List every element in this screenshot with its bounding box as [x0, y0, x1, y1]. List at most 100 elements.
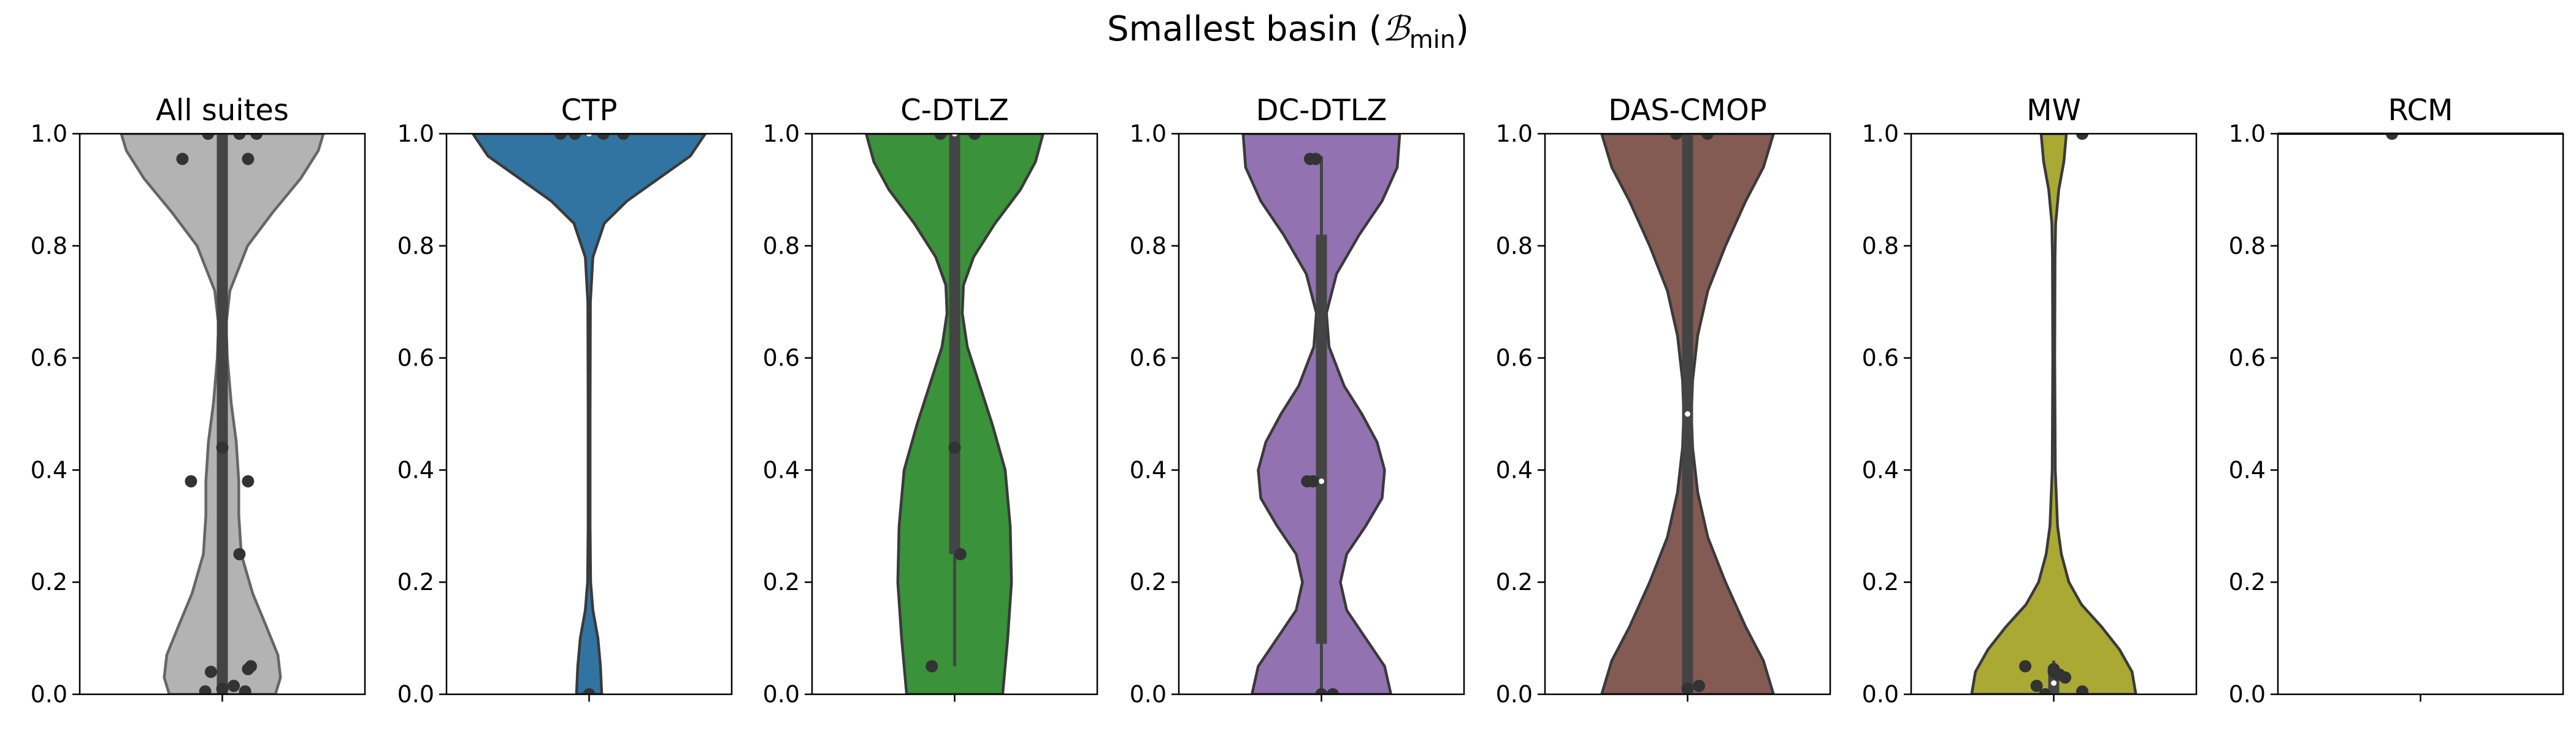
- data-point-ctp-4: [617, 134, 630, 140]
- y-tick-label-all-suites: 0.4: [31, 456, 67, 483]
- y-tick-label-ctp: 0.8: [397, 232, 434, 259]
- title-subscript: min: [1409, 26, 1455, 54]
- data-point-all-suites-1: [199, 685, 212, 694]
- panel-mw: 0.0 0.2 0.4 0.6 0.8 1.0 MW: [1862, 93, 2198, 708]
- y-tick-label-all-suites: 0.6: [31, 345, 67, 372]
- iqr-box-c-dtlz: [949, 134, 960, 554]
- y-tick-label-rcm: 0.4: [2229, 456, 2266, 483]
- violin-body-mw: [1970, 134, 2137, 694]
- y-tick-label-mw: 0.2: [1862, 569, 1899, 596]
- data-point-dc-dtlz-1: [1327, 688, 1340, 694]
- panel-dc-dtlz: 0.0 0.2 0.4 0.6 0.8 1.0 DC-DTLZ: [1130, 93, 1465, 708]
- data-point-das-cmop-2: [1669, 134, 1682, 140]
- y-tick-label-dc-dtlz: 0.6: [1130, 345, 1167, 372]
- figure-title: Smallest basin (ℬmin): [1107, 9, 1469, 54]
- panel-title-das-cmop: DAS-CMOP: [1608, 93, 1766, 128]
- panel-title-c-dtlz: C-DTLZ: [900, 93, 1009, 128]
- data-point-all-suites-14: [233, 134, 246, 140]
- data-point-all-suites-7: [233, 548, 246, 561]
- data-point-all-suites-13: [202, 134, 215, 140]
- y-tick-label-all-suites: 1.0: [31, 120, 67, 147]
- y-tick-label-c-dtlz: 0.2: [763, 569, 800, 596]
- median-marker-das-cmop: [1685, 411, 1690, 417]
- data-point-all-suites-12: [242, 153, 255, 166]
- data-point-ctp-0: [583, 688, 596, 694]
- axes-frame-rcm: [2277, 132, 2564, 696]
- y-tick-label-ctp: 0.6: [397, 345, 434, 372]
- median-marker-mw: [2051, 680, 2057, 686]
- y-tick-label-rcm: 0.8: [2229, 232, 2266, 259]
- y-tick-label-mw: 0.4: [1862, 456, 1899, 483]
- violin-panels: 0.0 0.2 0.4 0.6 0.8 1.0 All suites 0.0 0.2 0.4 0.6…: [31, 93, 2564, 708]
- y-tick-label-mw: 0.0: [1862, 681, 1899, 708]
- y-tick-label-c-dtlz: 1.0: [763, 120, 800, 147]
- data-point-all-suites-6: [242, 662, 255, 675]
- y-tick-label-c-dtlz: 0.0: [763, 681, 800, 708]
- data-point-ctp-2: [569, 134, 581, 140]
- y-tick-label-all-suites: 0.0: [31, 681, 67, 708]
- panel-title-mw: MW: [2026, 93, 2081, 128]
- y-tick-label-mw: 0.6: [1862, 345, 1899, 372]
- y-tick-label-ctp: 0.0: [397, 681, 434, 708]
- data-point-ctp-3: [597, 134, 610, 140]
- data-point-all-suites-0: [216, 682, 229, 694]
- median-marker-dc-dtlz: [1319, 478, 1324, 485]
- y-tick-label-mw: 1.0: [1862, 120, 1899, 147]
- data-point-all-suites-3: [204, 665, 217, 678]
- data-point-mw-7: [2076, 685, 2088, 694]
- panel-ctp: 0.0 0.2 0.4 0.6 0.8 1.0 CTP: [397, 93, 733, 708]
- data-point-c-dtlz-3: [934, 134, 947, 140]
- data-point-dc-dtlz-3: [1301, 475, 1314, 488]
- data-point-das-cmop-0: [1681, 682, 1694, 694]
- y-tick-label-dc-dtlz: 0.2: [1130, 569, 1167, 596]
- y-tick-label-all-suites: 0.8: [31, 232, 67, 259]
- data-point-dc-dtlz-0: [1315, 688, 1328, 694]
- data-point-mw-8: [2076, 134, 2088, 140]
- data-point-all-suites-8: [185, 475, 197, 488]
- y-tick-label-ctp: 0.4: [397, 456, 434, 483]
- panel-title-rcm: RCM: [2388, 93, 2453, 128]
- y-tick-label-mw: 0.8: [1862, 232, 1899, 259]
- title-main: Smallest basin (: [1107, 9, 1382, 49]
- data-point-c-dtlz-1: [954, 548, 967, 561]
- data-point-mw-5: [2059, 671, 2072, 684]
- data-point-all-suites-4: [228, 680, 240, 692]
- y-tick-label-c-dtlz: 0.6: [763, 345, 800, 372]
- title-close: ): [1455, 9, 1469, 49]
- data-point-all-suites-10: [216, 441, 229, 454]
- y-tick-label-c-dtlz: 0.8: [763, 232, 800, 259]
- y-tick-label-rcm: 0.2: [2229, 569, 2266, 596]
- data-point-all-suites-11: [176, 153, 189, 166]
- data-point-c-dtlz-2: [948, 441, 961, 454]
- y-tick-label-all-suites: 0.2: [31, 569, 67, 596]
- y-tick-label-das-cmop: 1.0: [1496, 120, 1533, 147]
- y-tick-label-c-dtlz: 0.4: [763, 456, 800, 483]
- data-point-all-suites-9: [242, 475, 255, 488]
- iqr-box-dc-dtlz: [1316, 234, 1327, 644]
- y-tick-label-das-cmop: 0.2: [1496, 569, 1533, 596]
- data-point-das-cmop-1: [1693, 680, 1706, 692]
- data-point-mw-6: [2047, 662, 2060, 675]
- title-symbol: ℬ: [1382, 9, 1412, 49]
- y-tick-label-rcm: 1.0: [2229, 120, 2266, 147]
- y-tick-label-ctp: 0.2: [397, 569, 434, 596]
- panel-all-suites: 0.0 0.2 0.4 0.6 0.8 1.0 All suites: [31, 93, 366, 708]
- y-tick-label-dc-dtlz: 0.8: [1130, 232, 1167, 259]
- y-tick-label-dc-dtlz: 1.0: [1130, 120, 1167, 147]
- y-tick-label-das-cmop: 0.8: [1496, 232, 1533, 259]
- y-tick-label-das-cmop: 0.6: [1496, 345, 1533, 372]
- data-point-rcm-0: [2386, 134, 2398, 140]
- y-tick-label-dc-dtlz: 0.0: [1130, 681, 1167, 708]
- y-tick-label-ctp: 1.0: [397, 120, 434, 147]
- panel-title-dc-dtlz: DC-DTLZ: [1256, 93, 1387, 128]
- panel-c-dtlz: 0.0 0.2 0.4 0.6 0.8 1.0 C-DTLZ: [763, 93, 1098, 708]
- panel-title-ctp: CTP: [561, 93, 618, 128]
- y-tick-label-das-cmop: 0.0: [1496, 681, 1533, 708]
- data-point-ctp-1: [554, 134, 567, 140]
- data-point-all-suites-15: [250, 134, 263, 140]
- y-tick-label-rcm: 0.0: [2229, 681, 2266, 708]
- panel-das-cmop: 0.0 0.2 0.4 0.6 0.8 1.0 DAS-CMOP: [1496, 93, 1831, 708]
- violin-body-ctp: [471, 134, 707, 694]
- iqr-box-all-suites: [217, 134, 228, 694]
